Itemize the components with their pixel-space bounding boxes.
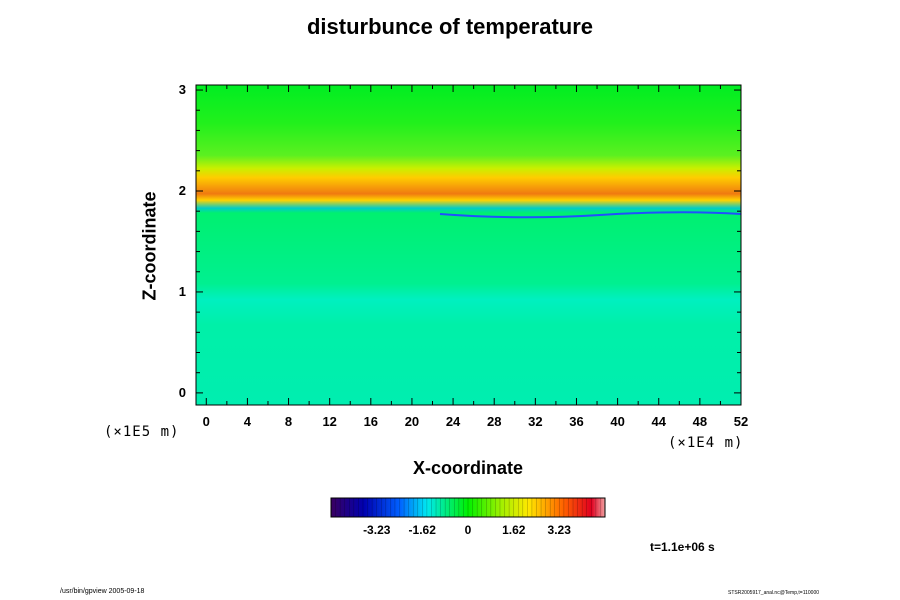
colorbar-tick-label: -1.62 [408,523,436,537]
x-tick-label: 52 [733,414,749,429]
time-label: t=1.1e+06 s [650,540,715,554]
plot-frame [195,84,742,406]
colorbar-tick-label: 1.62 [502,523,526,537]
x-axis-unit: (×1E4 m) [668,435,744,451]
y-tick-label: 1 [178,283,186,299]
y-tick-label: 0 [178,384,186,400]
colorbar-tick-label: 3.23 [547,523,571,537]
y-tick-label: 2 [178,182,186,198]
footer-source: STSR2005917_anal.nc@Temp,t=110000 [728,590,820,596]
chart-title: disturbunce of temperature [306,14,594,39]
colorbar-divisions [335,498,601,517]
y-axis-label: Z-coordinate [139,191,160,301]
colorbar-tick-label: 0 [464,523,472,537]
x-tick-label: 24 [445,414,461,429]
x-tick-label: 32 [528,414,543,429]
y-tick-label: 3 [178,82,186,98]
x-tick-label: 36 [569,414,584,429]
x-tick-label: 20 [404,414,420,429]
colorbar [330,497,606,518]
x-tick-label: 44 [651,414,666,429]
cold-line [439,211,742,219]
x-tick-label: 12 [322,414,337,429]
x-tick-label: 16 [363,414,379,429]
colorbar-tick-label: -3.23 [363,523,391,537]
y-axis-unit: (×1E5 m) [104,424,180,440]
axis-ticks [196,85,742,405]
x-tick-label: 48 [692,414,708,429]
x-tick-label: 8 [284,414,293,429]
x-tick-label: 0 [202,414,210,429]
temperature-field [196,85,741,405]
x-tick-label: 40 [610,414,625,429]
x-tick-label: 28 [486,414,502,429]
footer-program: /usr/bin/gpview 2005-09-18 [60,588,145,595]
x-tick-label: 4 [243,414,252,429]
x-axis-label: X-coordinate [412,458,523,478]
